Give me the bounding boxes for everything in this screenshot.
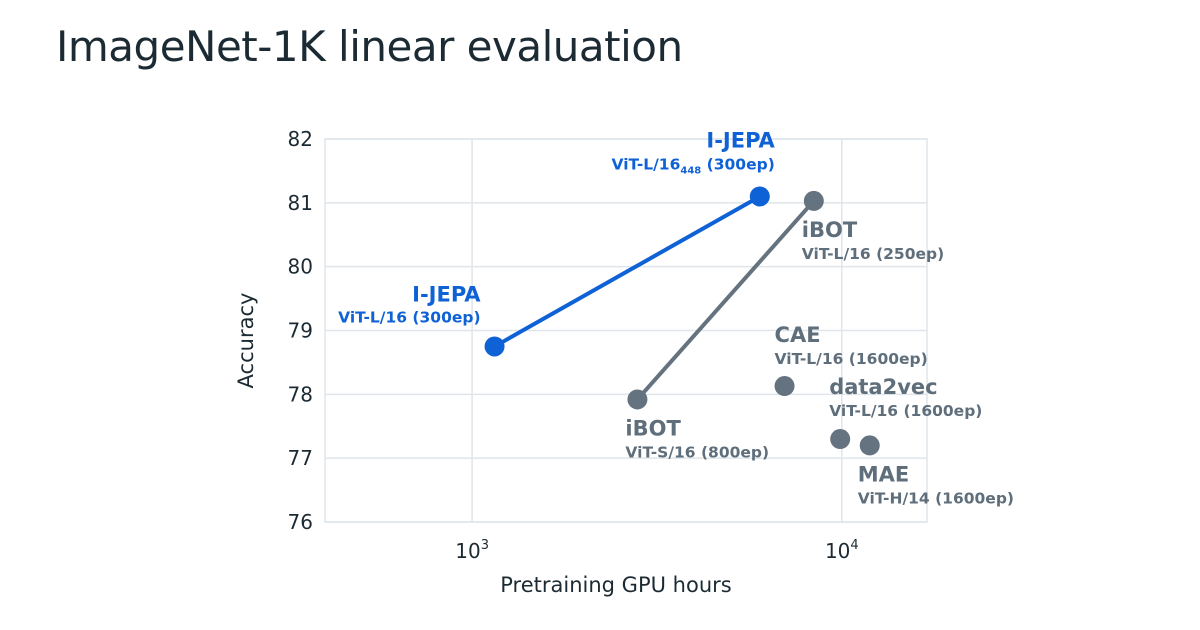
data-point xyxy=(484,336,505,357)
data-point xyxy=(830,429,851,450)
x-tick-label: 103 xyxy=(455,538,489,563)
annotation-config: ViT-H/14 (1600ep) xyxy=(858,489,1014,507)
x-tick-label: 104 xyxy=(825,538,859,563)
annotation-config: ViT-L/16 (1600ep) xyxy=(775,350,928,368)
data-point xyxy=(859,435,880,456)
y-tick-label: 80 xyxy=(288,255,313,279)
y-tick-label: 82 xyxy=(288,127,313,151)
y-tick-label: 77 xyxy=(288,446,313,470)
annotation-name: MAE xyxy=(858,462,910,486)
y-axis-label: Accuracy xyxy=(234,293,258,389)
annotation-config: ViT-L/16448 (300ep) xyxy=(612,155,775,176)
grid xyxy=(325,138,927,523)
series-line xyxy=(635,198,816,402)
series-line xyxy=(492,194,762,349)
x-tick-labels: 103 104 xyxy=(455,538,858,563)
data-point xyxy=(749,186,770,207)
y-tick-label: 78 xyxy=(288,382,313,406)
plot-border xyxy=(324,138,928,523)
series-lines xyxy=(492,194,816,402)
annotation-name: data2vec xyxy=(829,375,937,399)
annotation-name: I-JEPA xyxy=(706,128,775,152)
y-tick-labels: 76 77 78 79 80 81 82 xyxy=(288,127,313,534)
y-tick-label: 79 xyxy=(288,319,313,343)
annotation-name: iBOT xyxy=(625,416,681,440)
annotation-config: ViT-L/16 (1600ep) xyxy=(829,402,982,420)
annotation-name: CAE xyxy=(775,323,821,347)
plot-frame xyxy=(324,138,928,523)
point-annotations: I-JEPA ViT-L/16 (300ep) I-JEPA ViT-L/16448 … xyxy=(338,128,1014,507)
annotation-config: ViT-S/16 (800ep) xyxy=(625,443,769,461)
data-point xyxy=(774,376,795,397)
annotation-config: ViT-L/16 (250ep) xyxy=(802,245,944,263)
y-tick-label: 76 xyxy=(288,510,313,534)
x-axis-label: Pretraining GPU hours xyxy=(500,573,731,597)
annotation-config: ViT-L/16 (300ep) xyxy=(338,308,480,326)
annotation-name: I-JEPA xyxy=(412,282,481,306)
annotation-name: iBOT xyxy=(802,218,858,242)
chart-title: ImageNet-1K linear evaluation xyxy=(56,22,683,71)
data-points xyxy=(484,186,880,456)
data-point xyxy=(627,389,648,410)
data-point xyxy=(803,190,824,211)
y-tick-label: 81 xyxy=(288,191,313,215)
